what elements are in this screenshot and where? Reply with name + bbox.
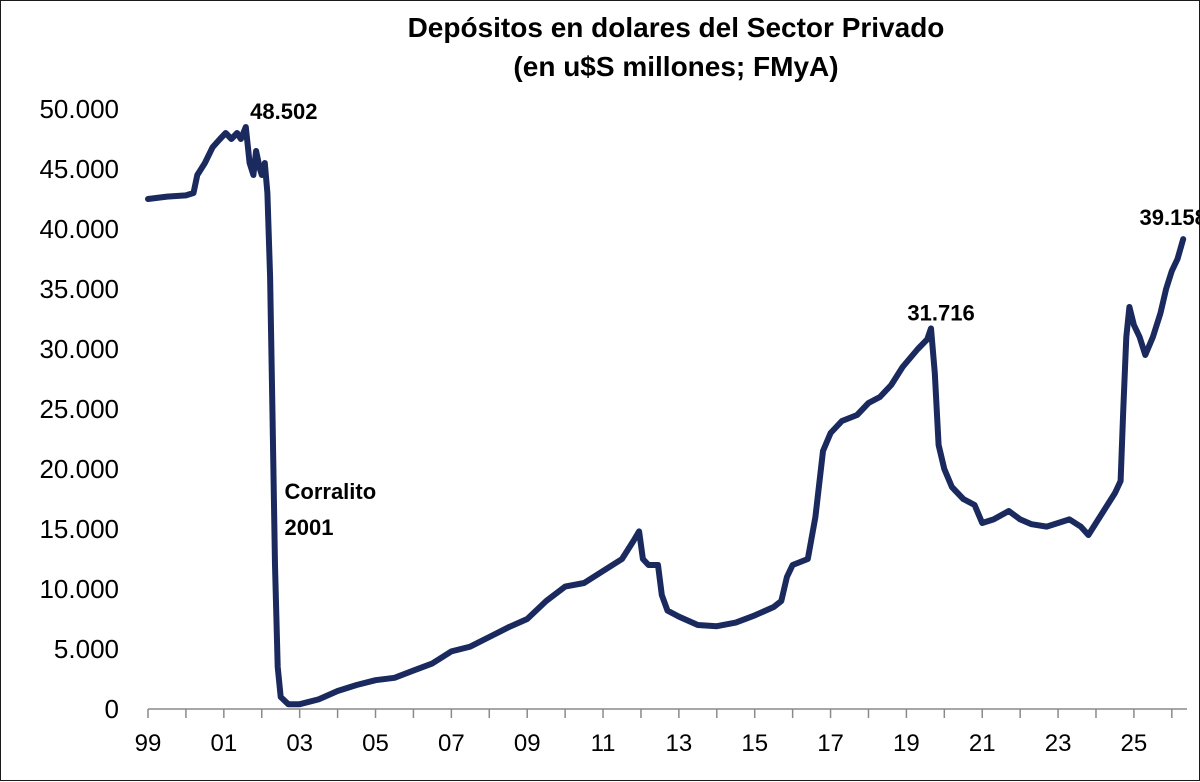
y-tick-label: 10.000 xyxy=(39,574,119,604)
x-tick-label: 07 xyxy=(438,730,465,757)
x-tick-label: 11 xyxy=(591,730,616,757)
y-tick-label: 50.000 xyxy=(39,94,119,124)
annotation-label: Corralito xyxy=(285,479,377,504)
chart-subtitle: (en u$S millones; FMyA) xyxy=(513,51,838,82)
y-tick-label: 35.000 xyxy=(39,274,119,304)
y-tick-label: 25.000 xyxy=(39,394,119,424)
x-tick-label: 03 xyxy=(286,730,313,757)
y-tick-label: 40.000 xyxy=(39,214,119,244)
y-tick-label: 30.000 xyxy=(39,334,119,364)
x-tick-label: 01 xyxy=(210,730,237,757)
x-tick-label: 99 xyxy=(135,730,162,757)
x-tick-label: 19 xyxy=(893,730,920,757)
x-tick-label: 09 xyxy=(514,730,541,757)
x-tick-label: 15 xyxy=(741,730,768,757)
y-tick-label: 45.000 xyxy=(39,154,119,184)
x-tick-label: 17 xyxy=(817,730,844,757)
annotation-label: 39.158 xyxy=(1140,205,1200,230)
x-tick-label: 25 xyxy=(1121,730,1148,757)
y-tick-label: 5.000 xyxy=(54,634,119,664)
x-axis: 99 01 03 05 07 09 11 13 15 17 19 21 23 25 xyxy=(135,708,1187,757)
series-layer xyxy=(145,124,1187,708)
annotation-label: 2001 xyxy=(285,515,334,540)
x-tick-label: 23 xyxy=(1045,730,1072,757)
chart-title: Depósitos en dolares del Sector Privado xyxy=(408,12,945,43)
y-axis: 0 5.000 10.000 15.000 20.000 25.000 30.000 35.0… xyxy=(39,94,119,724)
x-tick-label: 05 xyxy=(362,730,389,757)
series-line xyxy=(145,124,1187,708)
x-tick-label: 21 xyxy=(969,730,996,757)
x-tick-label: 13 xyxy=(666,730,693,757)
annotation-label: 31.716 xyxy=(907,300,974,325)
y-tick-label: 20.000 xyxy=(39,454,119,484)
y-tick-label: 15.000 xyxy=(39,514,119,544)
annotation-label: 48.502 xyxy=(250,99,317,124)
y-tick-label: 0 xyxy=(105,694,119,724)
annotation-layer: 48.502 31.716 39.158 Corralito 2001 xyxy=(250,99,1200,540)
